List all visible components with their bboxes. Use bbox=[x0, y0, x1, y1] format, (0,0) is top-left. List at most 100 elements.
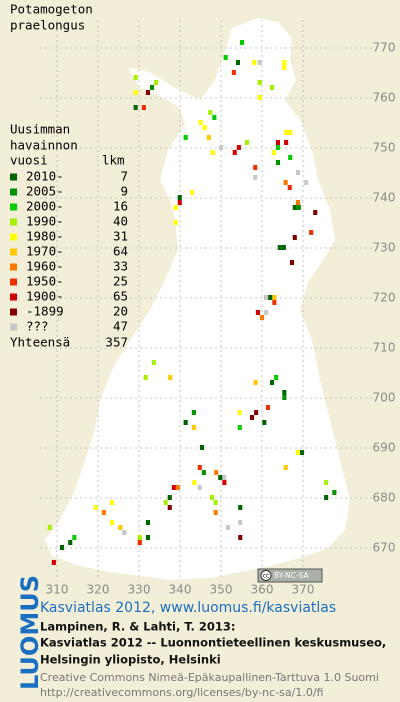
observation-square bbox=[141, 105, 146, 110]
observation-square bbox=[191, 425, 196, 430]
observation-square bbox=[296, 205, 301, 210]
observation-square bbox=[143, 375, 148, 380]
observation-square bbox=[145, 90, 150, 95]
observation-square bbox=[118, 525, 123, 530]
legend-swatch bbox=[10, 248, 17, 256]
x-grid-label: 370 bbox=[292, 583, 315, 597]
legend-swatch bbox=[10, 263, 17, 271]
observation-square bbox=[284, 140, 289, 145]
observation-square bbox=[210, 495, 215, 500]
observation-square bbox=[283, 465, 288, 470]
brand: LUOMUS bbox=[16, 575, 44, 690]
observation-square bbox=[272, 295, 277, 300]
observation-square bbox=[214, 470, 219, 475]
observation-square bbox=[282, 65, 287, 70]
observation-square bbox=[232, 150, 237, 155]
observation-square bbox=[274, 375, 279, 380]
legend-label: -1899 bbox=[26, 304, 64, 319]
link[interactable]: Kasviatlas 2012, www.luomus.fi/kasviatla… bbox=[40, 600, 336, 616]
observation-square bbox=[254, 410, 259, 415]
legend-count: 47 bbox=[113, 319, 128, 334]
observation-square bbox=[295, 170, 300, 175]
x-grid-label: 350 bbox=[210, 583, 233, 597]
observation-square bbox=[72, 535, 77, 540]
observation-square bbox=[137, 540, 142, 545]
observation-square bbox=[245, 140, 250, 145]
observation-square bbox=[295, 200, 300, 205]
observation-square bbox=[304, 180, 309, 185]
observation-square bbox=[201, 470, 206, 475]
observation-square bbox=[288, 155, 293, 160]
legend-count: 25 bbox=[113, 274, 128, 289]
legend-label: 1980- bbox=[26, 229, 64, 244]
observation-square bbox=[238, 520, 243, 525]
observation-square bbox=[190, 190, 195, 195]
observation-square bbox=[177, 200, 182, 205]
observation-square bbox=[257, 60, 262, 65]
y-grid-label: 680 bbox=[373, 491, 396, 505]
y-grid-label: 770 bbox=[373, 41, 396, 55]
badge-text: BY-NC-SA bbox=[274, 571, 310, 580]
citation-line: Helsingin yliopisto, Helsinki bbox=[40, 653, 221, 667]
observation-square bbox=[271, 150, 276, 155]
observation-square bbox=[260, 315, 265, 320]
y-grid-label: 740 bbox=[373, 191, 396, 205]
observation-square bbox=[290, 260, 295, 265]
observation-square bbox=[173, 220, 178, 225]
license-badge: cc BY-NC-SA bbox=[257, 568, 323, 583]
x-grid-label: 310 bbox=[46, 583, 69, 597]
observation-square bbox=[282, 390, 287, 395]
observation-square bbox=[206, 135, 211, 140]
observation-square bbox=[223, 55, 228, 60]
legend-label: 1990- bbox=[26, 214, 64, 229]
observation-square bbox=[324, 495, 329, 500]
observation-square bbox=[191, 410, 196, 415]
observation-square bbox=[253, 175, 258, 180]
observation-square bbox=[270, 85, 275, 90]
legend-swatch bbox=[10, 278, 17, 286]
observation-square bbox=[250, 415, 255, 420]
species-name: Potamogeton bbox=[10, 2, 93, 17]
observation-square bbox=[257, 80, 262, 85]
legend-count: 7 bbox=[120, 169, 128, 184]
observation-square bbox=[47, 525, 52, 530]
observation-square bbox=[277, 245, 282, 250]
observation-square bbox=[51, 560, 56, 565]
observation-square bbox=[167, 505, 172, 510]
observation-square bbox=[288, 130, 293, 135]
observation-square bbox=[332, 490, 337, 495]
observation-square bbox=[238, 535, 243, 540]
observation-square bbox=[200, 445, 205, 450]
observation-square bbox=[225, 525, 230, 530]
observation-square bbox=[275, 145, 280, 150]
observation-square bbox=[175, 485, 180, 490]
observation-square bbox=[282, 395, 287, 400]
observation-squares bbox=[47, 40, 337, 565]
observation-square bbox=[68, 540, 73, 545]
observation-square bbox=[264, 310, 269, 315]
finland-shape bbox=[45, 18, 350, 580]
y-grid-label: 730 bbox=[373, 241, 396, 255]
y-grid-label: 700 bbox=[373, 391, 396, 405]
observation-square bbox=[197, 485, 202, 490]
observation-square bbox=[309, 230, 314, 235]
observation-square bbox=[145, 520, 150, 525]
observation-square bbox=[275, 160, 280, 165]
observation-square bbox=[292, 205, 297, 210]
observation-square bbox=[284, 130, 289, 135]
observation-square bbox=[255, 310, 260, 315]
observation-square bbox=[168, 375, 173, 380]
observation-square bbox=[183, 420, 188, 425]
observation-square bbox=[270, 380, 275, 385]
observation-square bbox=[287, 185, 292, 190]
legend-label: 1950- bbox=[26, 274, 64, 289]
species-name: praelongus bbox=[10, 18, 85, 33]
legend-swatch bbox=[10, 218, 17, 226]
legend-label: 2010- bbox=[26, 169, 64, 184]
legend-count: 64 bbox=[113, 244, 128, 259]
legend-total-label: Yhteensä bbox=[10, 335, 70, 350]
legend-swatch bbox=[10, 323, 17, 331]
observation-square bbox=[133, 90, 138, 95]
